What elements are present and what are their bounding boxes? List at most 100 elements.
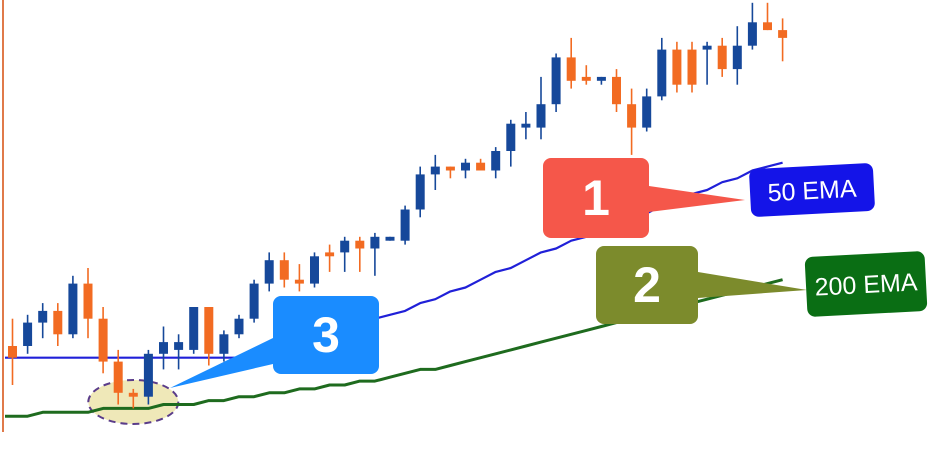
candle-body — [234, 318, 244, 335]
ema-200-tag: 200 EMA — [804, 251, 928, 317]
candle-body — [143, 353, 153, 397]
candle — [204, 307, 214, 366]
candle — [672, 41, 682, 93]
candle-body — [702, 45, 712, 50]
candle-body — [325, 252, 335, 257]
candle — [340, 236, 350, 272]
candle — [717, 37, 727, 77]
candle — [627, 88, 637, 155]
candle-body — [491, 151, 501, 171]
candle — [476, 158, 486, 171]
candle — [83, 268, 93, 339]
candle — [506, 119, 516, 167]
candle — [536, 76, 546, 140]
candle — [219, 330, 229, 362]
candle-body — [778, 30, 788, 38]
candle — [68, 275, 78, 339]
candle — [264, 252, 274, 292]
candle — [596, 76, 606, 85]
candle — [294, 264, 304, 292]
candle — [310, 252, 319, 288]
candle — [189, 307, 199, 354]
candle — [98, 307, 108, 374]
candle-body — [506, 123, 516, 151]
candle-body — [159, 342, 168, 354]
candle-body — [219, 334, 229, 354]
candle-body — [355, 240, 365, 249]
candle-body — [53, 310, 63, 335]
callout-number: 2 — [633, 257, 661, 313]
candle-body — [264, 260, 274, 284]
candle — [8, 318, 17, 385]
candle — [143, 349, 153, 405]
line-tag-label: 50 EMA — [767, 175, 858, 208]
candle-body — [551, 57, 561, 105]
candle-body — [385, 236, 395, 241]
candle — [551, 53, 561, 112]
candle-body — [476, 162, 486, 171]
callout-box — [596, 246, 698, 324]
candle-body — [279, 260, 289, 280]
candle-body — [521, 123, 531, 128]
candle — [174, 334, 184, 370]
candle-body — [747, 22, 757, 46]
candle-body — [8, 346, 17, 358]
candle-body — [204, 307, 214, 354]
candle — [53, 303, 63, 346]
candle-body — [400, 209, 410, 241]
candle-body — [430, 166, 440, 175]
candle-body — [732, 45, 742, 70]
candle-body — [461, 162, 470, 171]
candle — [763, 2, 772, 31]
candle — [778, 18, 788, 62]
candle-body — [189, 307, 199, 350]
candle-body — [672, 49, 682, 85]
candle-body — [113, 361, 123, 393]
candle-body — [717, 45, 727, 70]
candle — [400, 205, 410, 245]
candle — [521, 112, 531, 140]
candle-body — [68, 283, 78, 335]
callout-box — [273, 296, 379, 374]
candle-body — [763, 22, 772, 31]
callout-number: 3 — [312, 307, 340, 363]
candle — [445, 166, 455, 179]
candle-body — [657, 49, 667, 97]
candle — [279, 252, 289, 288]
callout-pointer — [698, 272, 807, 298]
candle-body — [596, 76, 606, 81]
candle — [370, 232, 380, 276]
callout-3: 3 — [170, 296, 379, 388]
callout-pointer — [649, 186, 745, 212]
candle-body — [612, 76, 621, 105]
candle — [234, 314, 244, 339]
candle — [702, 41, 712, 85]
callout-pointer — [170, 338, 273, 388]
candle — [23, 314, 33, 354]
candle — [581, 65, 591, 85]
candle — [159, 326, 168, 370]
callout-number: 1 — [582, 170, 610, 226]
candle — [38, 303, 48, 339]
candle-body — [174, 342, 184, 350]
candle — [355, 236, 365, 272]
candle — [128, 388, 138, 409]
candle-body — [415, 174, 425, 210]
candle-body — [98, 318, 108, 362]
candle-body — [627, 104, 637, 128]
candle — [385, 236, 395, 241]
candle-body — [536, 104, 546, 128]
candle-body — [310, 256, 319, 284]
candle-body — [566, 57, 576, 81]
line-tag-label: 200 EMA — [814, 268, 918, 301]
candle — [642, 88, 652, 132]
callout-1: 1 — [543, 158, 745, 238]
candlesticks — [8, 2, 788, 409]
candle — [415, 166, 425, 218]
candle — [430, 154, 440, 190]
candle — [747, 2, 757, 50]
callout-box — [543, 158, 649, 238]
candle-body — [38, 310, 48, 323]
candle — [566, 37, 576, 89]
